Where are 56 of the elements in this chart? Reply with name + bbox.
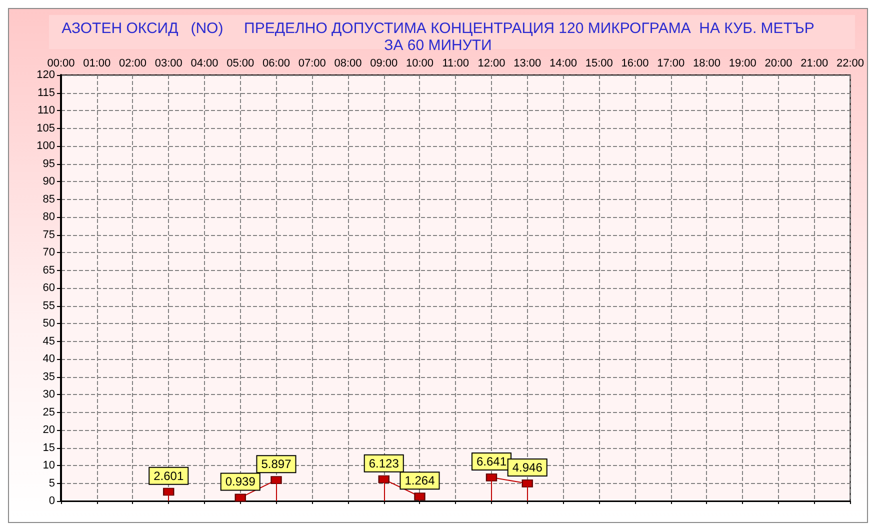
- x-tick-label: 20:00: [764, 58, 792, 70]
- y-tick-label: 65: [42, 264, 55, 276]
- y-tick-label: 30: [42, 388, 55, 400]
- x-tick-label: 15:00: [585, 58, 613, 70]
- y-tick-label: 85: [42, 193, 55, 206]
- data-label: 6.641: [476, 454, 507, 469]
- x-tick-label: 01:00: [83, 58, 111, 70]
- y-tick-label: 20: [42, 424, 55, 436]
- x-tick-label: 18:00: [692, 58, 721, 70]
- data-label: 0.939: [225, 474, 256, 489]
- x-tick-label: 22:00: [836, 58, 864, 70]
- y-tick-label: 70: [42, 246, 55, 258]
- data-label: 2.601: [154, 468, 184, 483]
- x-tick-label: 05:00: [226, 58, 254, 70]
- y-tick-label: 10: [42, 460, 55, 472]
- x-tick-label: 11:00: [442, 58, 469, 70]
- x-tick-label: 10:00: [406, 58, 434, 70]
- x-tick-label: 17:00: [657, 58, 685, 70]
- y-tick-label: 110: [37, 104, 55, 116]
- y-tick-label: 95: [42, 158, 55, 170]
- y-tick-label: 60: [42, 282, 55, 294]
- data-label: 1.264: [404, 474, 436, 488]
- y-tick-label: 120: [36, 69, 55, 81]
- x-tick-label: 06:00: [262, 58, 290, 70]
- x-tick-label: 03:00: [154, 58, 182, 70]
- y-tick-label: 45: [42, 335, 55, 348]
- y-tick-label: 80: [42, 211, 55, 223]
- y-tick-label: 0: [48, 495, 55, 507]
- y-tick-label: 50: [42, 318, 55, 330]
- x-tick-label: 13:00: [514, 58, 542, 70]
- y-tick-label: 40: [42, 353, 55, 365]
- x-tick-label: 09:00: [370, 58, 398, 70]
- y-tick-label: 25: [42, 406, 55, 418]
- y-tick-label: 115: [37, 86, 55, 99]
- y-tick-label: 105: [36, 122, 55, 134]
- chart-title: АЗОТЕН ОКСИД (NO) ПРЕДЕЛНО ДОПУСТИМА КОНЦЕНТРАЦИЯ 120 МИКРОГРАМА НА КУБ. МЕТЪР ЗА 60 МИНУТИ: [62, 20, 814, 54]
- y-tick-label: 90: [42, 176, 55, 188]
- x-tick-label: 04:00: [190, 58, 218, 70]
- x-tick-label: 16:00: [621, 58, 649, 70]
- x-tick-label: 08:00: [334, 58, 362, 70]
- x-tick-label: 21:00: [800, 58, 828, 70]
- data-label: 5.897: [261, 457, 292, 472]
- x-tick-label: 12:00: [478, 58, 506, 70]
- y-tick-label: 55: [42, 300, 55, 312]
- x-tick-label: 07:00: [298, 58, 326, 70]
- y-tick-label: 5: [48, 477, 55, 490]
- y-tick-label: 15: [42, 442, 55, 454]
- y-tick-label: 35: [42, 370, 55, 383]
- x-tick-label: 19:00: [728, 58, 756, 70]
- y-tick-label: 75: [42, 228, 55, 241]
- x-tick-label: 02:00: [118, 58, 147, 70]
- x-tick-label: 00:00: [47, 58, 75, 70]
- data-label: 6.123: [368, 456, 400, 470]
- y-tick-label: 100: [36, 140, 55, 152]
- data-label: 4.946: [512, 460, 543, 475]
- x-tick-label: 14:00: [549, 58, 578, 70]
